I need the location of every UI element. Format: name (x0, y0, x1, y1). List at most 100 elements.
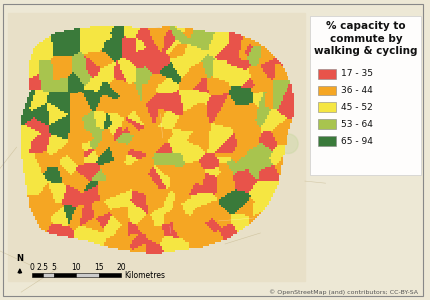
Bar (253, 145, 255, 147)
Bar (255, 159, 257, 161)
Bar (166, 216, 168, 218)
Bar (279, 131, 280, 133)
Bar (247, 208, 249, 211)
Bar (195, 36, 197, 38)
Bar (92, 76, 94, 78)
Bar (221, 173, 223, 175)
Bar (86, 216, 88, 218)
Bar (68, 127, 71, 129)
Bar (233, 135, 235, 137)
Bar (158, 171, 160, 173)
Bar (35, 159, 37, 161)
Bar (68, 218, 71, 220)
Bar (181, 177, 184, 179)
Bar (55, 163, 56, 165)
Bar (259, 141, 261, 143)
Bar (56, 147, 58, 149)
Bar (247, 101, 249, 103)
Bar (162, 44, 163, 46)
Bar (31, 121, 33, 123)
Bar (94, 76, 96, 78)
Bar (128, 99, 130, 101)
Bar (205, 111, 207, 113)
Bar (55, 208, 56, 211)
Bar (27, 171, 29, 173)
Bar (21, 141, 23, 143)
Bar (33, 149, 35, 151)
Bar (195, 56, 197, 58)
Bar (203, 115, 205, 117)
Bar (66, 98, 68, 99)
Bar (219, 165, 221, 167)
Bar (120, 42, 122, 44)
Bar (179, 195, 181, 197)
Bar (205, 228, 207, 230)
Bar (74, 220, 77, 222)
Bar (168, 135, 169, 137)
Bar (181, 179, 184, 181)
Bar (150, 34, 152, 36)
Bar (92, 95, 94, 98)
Bar (52, 167, 55, 169)
Bar (201, 165, 203, 167)
Bar (194, 82, 195, 84)
Bar (150, 157, 152, 159)
Bar (94, 119, 96, 121)
Bar (195, 236, 197, 238)
Bar (156, 163, 158, 165)
Bar (205, 220, 207, 222)
Bar (108, 84, 110, 85)
Bar (102, 99, 104, 101)
Bar (56, 228, 58, 230)
Bar (265, 129, 267, 131)
Bar (163, 175, 166, 177)
Bar (197, 129, 199, 131)
Bar (169, 133, 172, 135)
Bar (78, 202, 80, 205)
Bar (223, 105, 225, 107)
Bar (154, 70, 156, 72)
Bar (185, 222, 187, 224)
Bar (259, 127, 261, 129)
Bar (213, 78, 215, 80)
Bar (270, 157, 273, 159)
Bar (205, 99, 207, 101)
Bar (118, 38, 120, 40)
Bar (211, 159, 213, 161)
Bar (94, 208, 96, 211)
Bar (56, 38, 58, 40)
Bar (41, 72, 43, 74)
Bar (90, 183, 92, 185)
Bar (225, 125, 227, 127)
Bar (225, 149, 227, 151)
Bar (158, 121, 160, 123)
Bar (215, 153, 217, 155)
Bar (39, 54, 41, 56)
Bar (201, 85, 203, 88)
Bar (37, 212, 39, 214)
Bar (255, 115, 257, 117)
Bar (128, 141, 130, 143)
Bar (92, 92, 94, 94)
Bar (110, 161, 112, 163)
Bar (209, 50, 211, 52)
Bar (72, 30, 74, 32)
Bar (173, 214, 175, 216)
Bar (178, 179, 179, 181)
Bar (275, 88, 276, 89)
Bar (184, 54, 185, 56)
Bar (152, 119, 154, 121)
Bar (263, 141, 265, 143)
Bar (163, 196, 166, 199)
Bar (64, 107, 66, 110)
Bar (187, 161, 189, 163)
Bar (197, 242, 199, 244)
Bar (55, 107, 56, 110)
Bar (168, 149, 169, 151)
Bar (37, 52, 39, 54)
Bar (100, 222, 102, 224)
Bar (163, 145, 166, 147)
Bar (142, 173, 144, 175)
Bar (148, 193, 150, 195)
Bar (80, 187, 82, 189)
